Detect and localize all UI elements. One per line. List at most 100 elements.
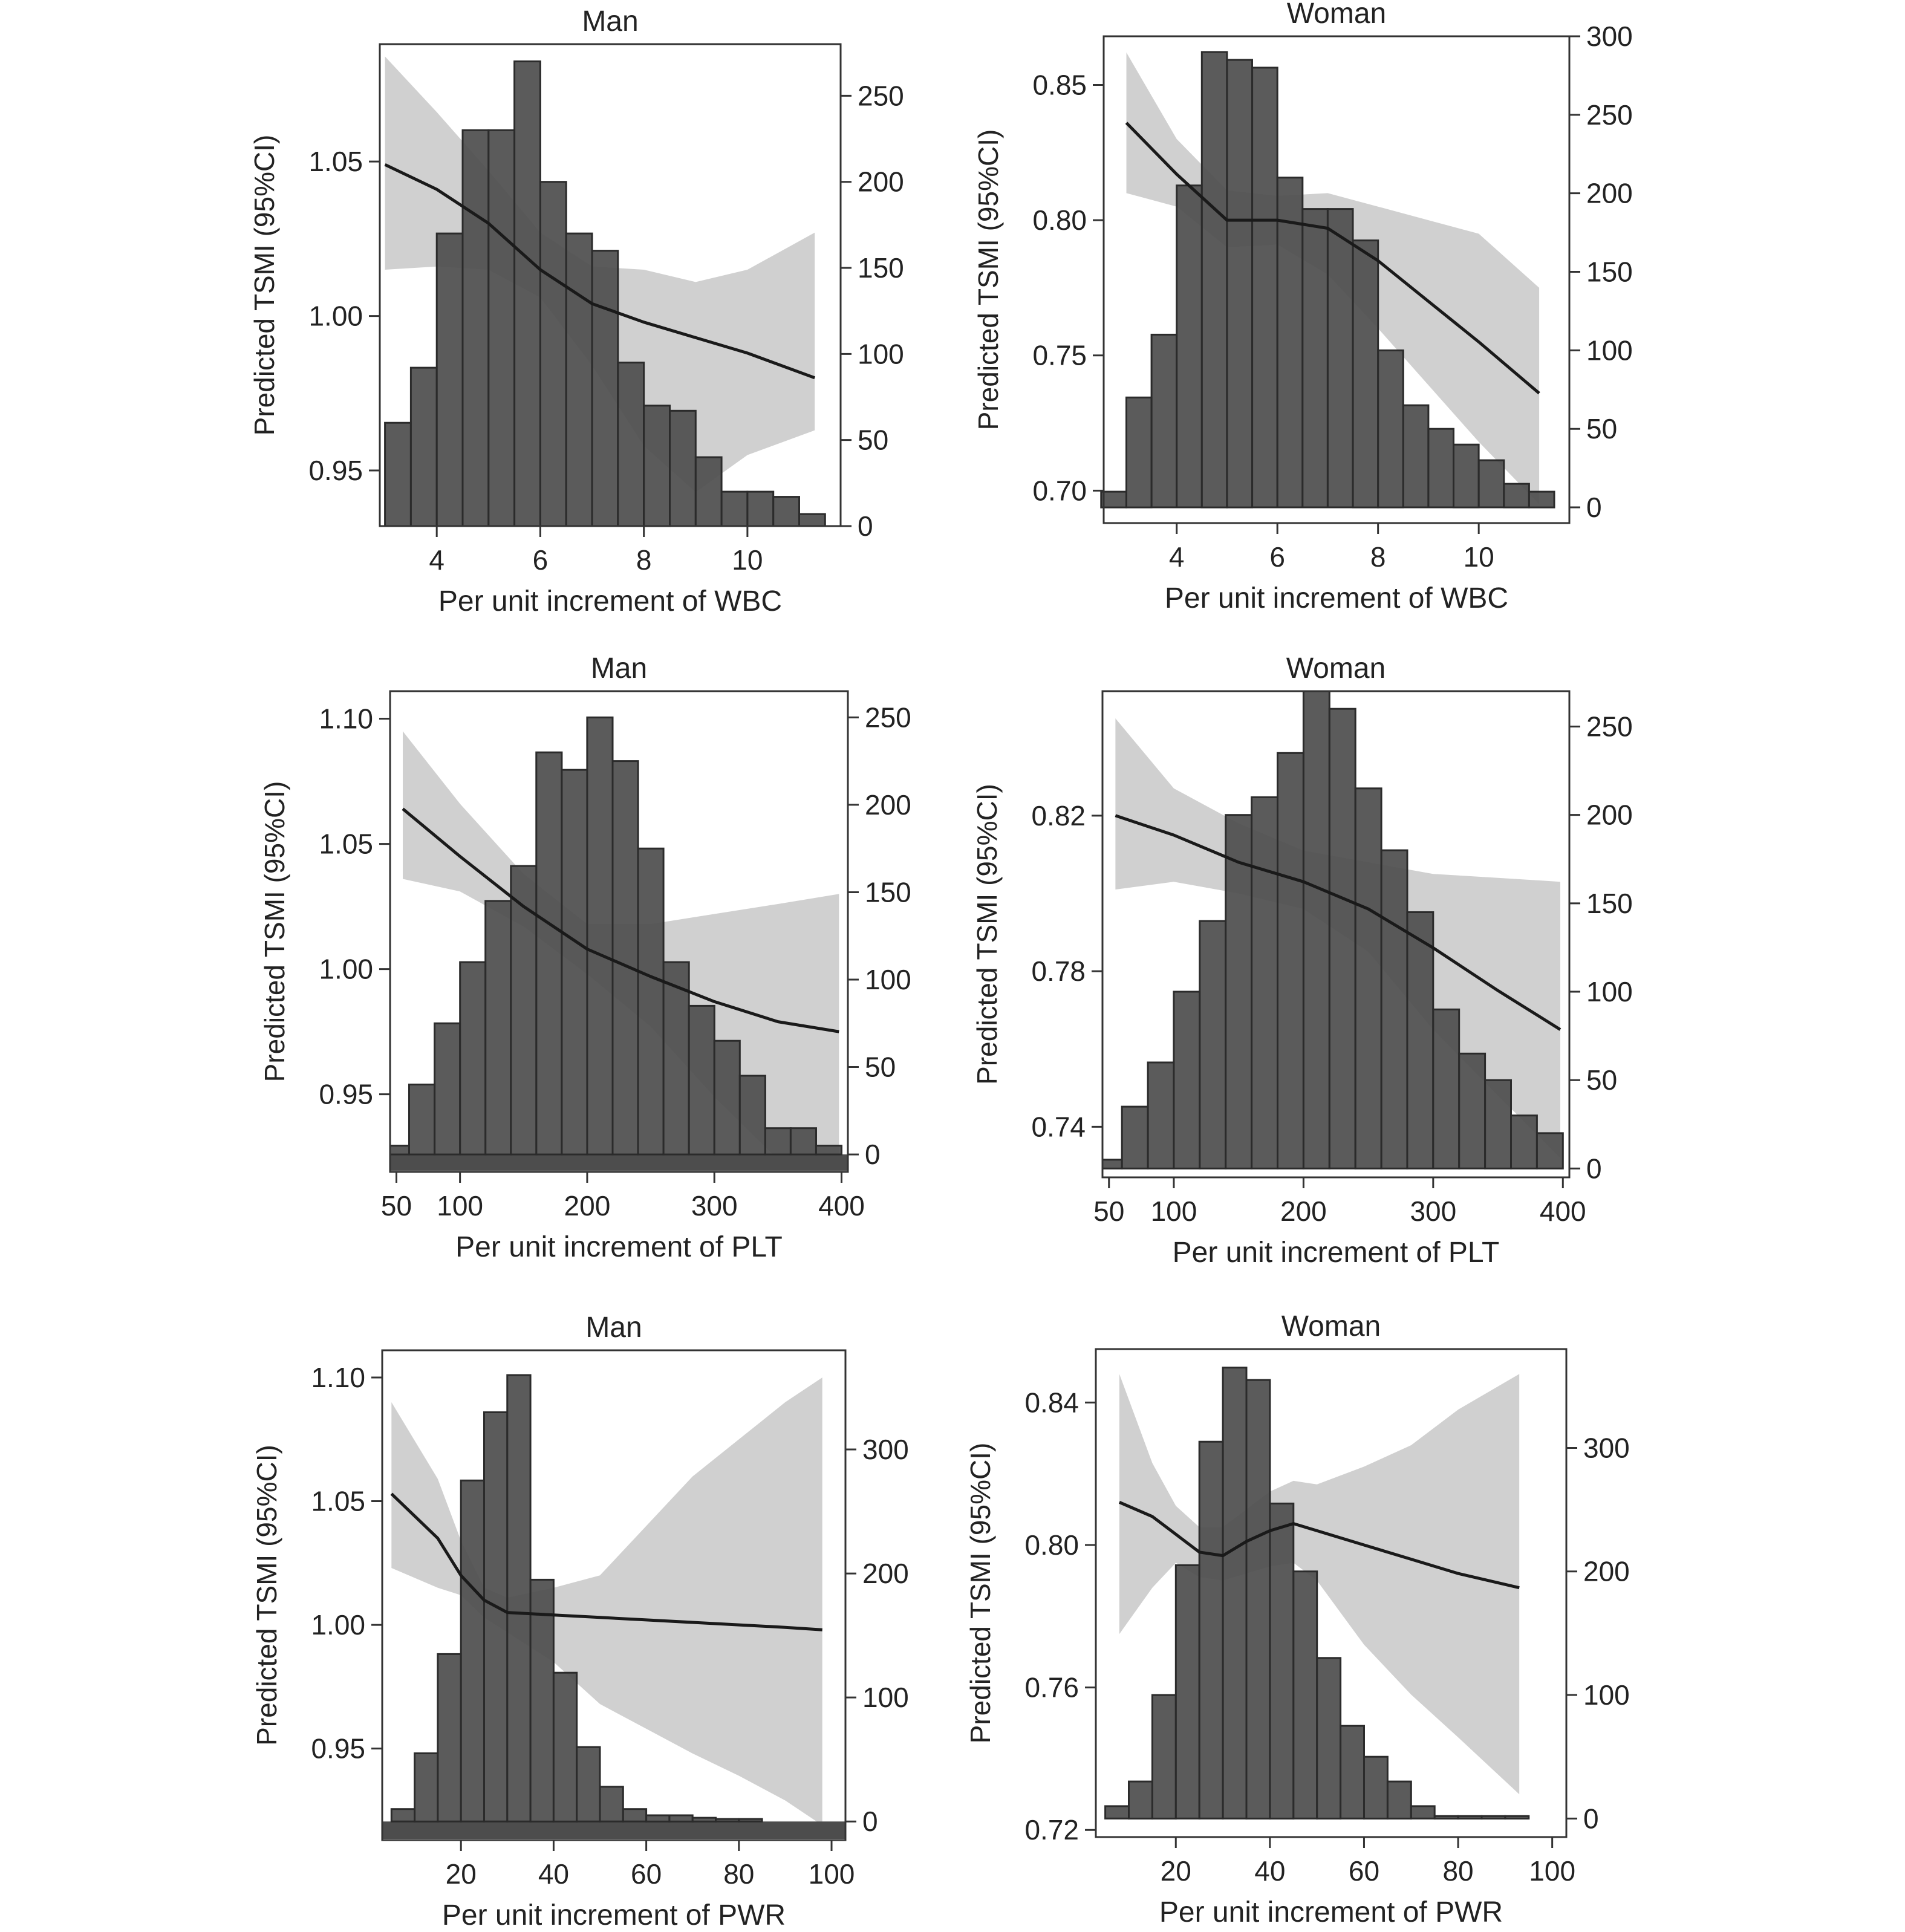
y-tick-label: 0.85 [1032,70,1087,101]
histogram-bar [390,1808,416,1823]
y-tick-label: 1.05 [319,828,373,860]
histogram-bar [746,490,775,527]
histogram-bar [1151,1694,1177,1820]
histogram-bar [622,1808,648,1823]
histogram-bar [1269,1502,1295,1820]
y-tick-label: 0.74 [1031,1111,1086,1142]
histogram-bars [389,716,848,1171]
y-axis-label: Predicted TSMI (95%CI) [259,781,290,1082]
y-tick-label: 0.84 [1024,1387,1079,1418]
y-tick-label: 1.00 [311,1609,365,1641]
y2-tick-label: 100 [862,1682,909,1713]
axes: 50 100 200 300 400 0.74 0.78 0.82 0 50 100 150 200 25… [1031,690,1633,1227]
histogram-bar [662,961,690,1156]
histogram-bar [798,513,826,527]
x-tick-label: 400 [1540,1195,1586,1227]
histogram-bar [565,232,593,527]
histogram-bar [576,1746,601,1823]
y2-tick-label: 300 [1583,1432,1630,1463]
x-tick-label: 200 [564,1190,611,1221]
histogram-bar [643,405,671,527]
y-tick-label: 0.72 [1024,1814,1079,1846]
histogram-bar [1402,404,1430,509]
histogram-bars [384,60,826,527]
panel-wbc-man: 4 6 8 10 0.95 1.00 1.05 0 50 100 150 200 250 Man Per… [249,5,904,617]
x-tick-label: 100 [437,1190,483,1221]
axes: 4 6 8 10 0.95 1.00 1.05 0 50 100 150 200 250 [308,43,904,576]
histogram-bar [1173,990,1201,1169]
histogram-bar [591,250,619,527]
panel-title: Man [585,1312,642,1344]
y-tick-label: 0.82 [1031,800,1086,831]
histogram-bar [1251,67,1278,509]
histogram-bar [389,1145,410,1156]
y2-tick-label: 0 [1583,1803,1599,1834]
y2-tick-label: 200 [858,166,904,198]
histogram-bars [1104,1367,1530,1820]
y2-tick-label: 200 [1586,178,1633,209]
histogram-bar [1245,1379,1271,1820]
x-tick-label: 8 [1370,541,1386,573]
histogram-bar [506,1374,532,1823]
histogram-bar [1480,1815,1506,1820]
histogram-bar [1316,1657,1342,1820]
y2-tick-label: 250 [865,701,911,733]
histogram-bar [1128,1780,1153,1820]
histogram-bar [1503,483,1530,509]
histogram-bar [1225,814,1253,1169]
plot-border [389,690,849,1173]
x-axis-label: Per unit increment of PWR [1159,1896,1503,1928]
x-tick-label: 4 [429,544,444,576]
x-tick-label: 100 [809,1858,855,1890]
histogram-bar [1457,1815,1483,1820]
histogram-bar [384,421,412,527]
histogram-bars [1101,690,1564,1169]
histogram-bar [1326,208,1354,509]
panel-plt-woman: 50 100 200 300 400 0.74 0.78 0.82 0 50 100 150 200 25… [971,652,1633,1269]
histogram-bar [1222,1367,1248,1820]
y2-tick-label: 200 [865,789,911,821]
histogram-bar [637,847,665,1156]
histogram-bar [1150,333,1178,509]
histogram-bar [1510,1114,1538,1169]
panel-title: Man [591,652,647,685]
y2-tick-label: 0 [1586,1153,1602,1184]
histogram-bar [510,865,538,1156]
fit-line [384,163,816,380]
axes: 50 100 200 300 400 0.95 1.00 1.05 1.10 0 50 100 150 2… [319,690,911,1221]
panel-wbc-woman: 4 6 8 100.700.750.800.85050100150200250300 … [972,0,1633,614]
y2-tick-label: 200 [862,1558,909,1589]
histogram-bar [1377,349,1404,509]
histogram-bar [720,490,749,527]
histogram-bar [1174,1564,1200,1820]
x-tick-label: 4 [1169,541,1185,573]
y2-tick-label: 150 [1586,888,1633,919]
histogram-bar [1380,849,1408,1169]
histogram-bar [764,1127,792,1156]
x-tick-label: 300 [691,1190,738,1221]
x-tick-label: 60 [1349,1855,1379,1887]
y-axis-label: Predicted TSMI (95%CI) [249,135,280,436]
histogram-bars [1100,51,1555,509]
histogram-bar [738,1818,763,1823]
histogram-bar [409,366,438,527]
y2-tick-label: 0 [862,1806,878,1837]
histogram-bar [815,1145,843,1156]
y2-tick-label: 0 [858,510,873,542]
histogram-bar [435,232,464,527]
y-axis-label: Predicted TSMI (95%CI) [251,1445,282,1746]
x-tick-label: 10 [732,544,763,576]
histogram-bar [539,181,567,527]
histogram-bar [789,1127,818,1156]
x-tick-label: 60 [631,1858,662,1890]
histogram-bar [688,1004,715,1156]
y2-tick-label: 200 [1586,799,1633,831]
histogram-bar [1504,1815,1530,1820]
histogram-bar [529,1578,555,1823]
fit-line [402,807,839,1033]
y-tick-label: 1.10 [319,703,373,735]
histogram-bar [772,496,800,527]
y2-tick-label: 50 [865,1052,896,1083]
x-tick-label: 50 [1093,1195,1124,1227]
x-tick-label: 300 [1410,1195,1456,1227]
